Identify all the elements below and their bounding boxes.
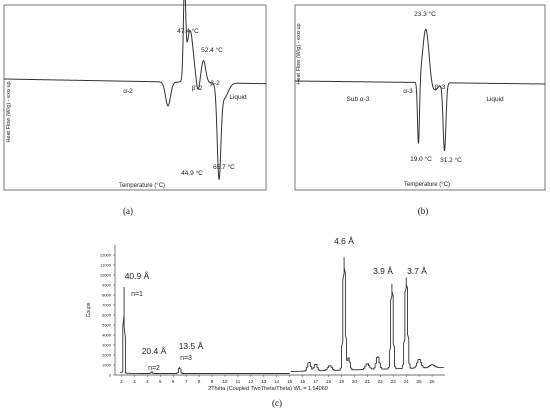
y-tick-label: 2000 [102, 353, 112, 358]
x-tick-label: 23 [391, 379, 397, 384]
panel-c-ylabel: Coups [86, 302, 92, 317]
x-tick-label: 10 [222, 379, 228, 384]
y-tick-label: 11000 [100, 263, 112, 268]
y-tick-label: 1000 [102, 363, 112, 368]
annotation-alpha-2: α-2 [123, 88, 133, 95]
y-tick-label: 12000 [100, 253, 112, 258]
y-tick-label: 10000 [100, 273, 112, 278]
panel-b-ylabel: Heat Flow (W/g) - exo up [296, 23, 302, 84]
y-tick-label: 0 [109, 373, 112, 378]
y-tick-label: 9000 [102, 283, 112, 288]
annotation-beta-prime-2: β'-2 [192, 85, 203, 92]
panel-b-frame [294, 4, 546, 191]
x-tick-label: 8 [198, 379, 201, 384]
panel-b-xlabel: Temperature (°C) [404, 182, 450, 188]
annotation-4-6: 4.6 Å [334, 236, 354, 246]
annotation-n2: n=2 [148, 365, 160, 372]
annotation-44-9: 44.9 °C [181, 169, 203, 177]
panel-a: Heat Flow (W/g) - exo up Temperature (°C… [3, 0, 267, 216]
dsc-curve-a [3, 0, 267, 180]
annotation-beta-2: β-2 [210, 80, 220, 87]
annotation-23-3: 23.3 °C [414, 10, 436, 18]
x-tick-label: 9 [211, 379, 214, 384]
annotation-sub-alpha-3: Sub α-3 [347, 96, 370, 103]
x-tick-label: 19 [339, 379, 345, 384]
panel-label-a: (a) [123, 206, 133, 216]
y-tick-label: 3000 [102, 343, 112, 348]
annotation-20-4: 20.4 Å [142, 346, 167, 356]
y-tick-label: 8000 [102, 293, 112, 298]
annotation-3-9: 3.9 Å [373, 266, 393, 276]
x-tick-label: 24 [404, 379, 410, 384]
x-tick-label: 18 [326, 379, 332, 384]
annotation-alpha-3: α-3 [403, 88, 413, 95]
x-tick-label: 7 [185, 379, 188, 384]
x-tick-label: 11 [236, 379, 241, 384]
annotation-65-7: 65.7 °C [213, 163, 235, 171]
x-tick-label: 13 [261, 379, 267, 384]
panel-a-ylabel: Heat Flow (W/g) - exo up [6, 81, 12, 142]
x-tick-label: 20 [352, 379, 358, 384]
annotation-13-5: 13.5 Å [179, 341, 204, 351]
annotation-40-9: 40.9 Å [125, 271, 150, 281]
annotation-beta-prime-3: β'-3 [435, 84, 446, 91]
annotation-19-0: 19.0 °C [410, 155, 432, 163]
panel-c-ticks: 2 3 4 5 6 7 8 9 10 11 12 13 14 15 16 17 18 19 20 21 22 23 24 25… [100, 253, 435, 385]
panel-c-xlabel: 2Théta (Coupled TwoTheta/Theta) WL = 1.5… [208, 386, 328, 392]
panel-a-frame [3, 4, 267, 191]
x-tick-label: 26 [430, 379, 436, 384]
y-tick-label: 4000 [102, 333, 112, 338]
x-tick-label: 6 [172, 379, 175, 384]
x-tick-label: 5 [159, 379, 162, 384]
xrd-curve-waxs [290, 257, 445, 372]
panel-b: Heat Flow (W/g) - exo up Temperature (°C… [294, 4, 546, 216]
annotation-liquid-b: Liquid [486, 96, 504, 103]
x-tick-label: 22 [378, 379, 384, 384]
annotation-n1: n=1 [131, 291, 143, 298]
y-tick-label: 5000 [102, 323, 112, 328]
panel-label-c: (c) [272, 398, 282, 408]
annotation-47-4: 47.4 °C [177, 27, 199, 35]
x-tick-label: 17 [313, 379, 319, 384]
annotation-liquid-a: Liquid [229, 94, 247, 101]
xrd-curve-saxs [119, 286, 290, 374]
x-tick-label: 15 [287, 379, 293, 384]
y-tick-label: 6000 [102, 313, 112, 318]
annotation-n3: n=3 [180, 355, 192, 362]
annotation-31-2: 31.2 °C [440, 156, 462, 164]
panel-a-xlabel: Temperature (°C) [119, 183, 165, 189]
x-tick-label: 2 [120, 379, 123, 384]
panel-label-b: (b) [418, 206, 429, 216]
x-tick-label: 4 [146, 379, 149, 384]
x-tick-label: 21 [365, 379, 371, 384]
x-tick-label: 3 [133, 379, 136, 384]
annotation-3-7: 3.7 Å [407, 266, 427, 276]
y-tick-label: 7000 [102, 303, 112, 308]
x-tick-label: 14 [274, 379, 280, 384]
panel-c: 2 3 4 5 6 7 8 9 10 11 12 13 14 15 16 17 18 19 20 21 22 23 24 25… [86, 236, 445, 408]
annotation-52-4: 52.4 °C [201, 46, 223, 54]
x-tick-label: 16 [300, 379, 306, 384]
dsc-curve-b [295, 28, 545, 152]
x-tick-label: 12 [248, 379, 254, 384]
x-tick-label: 25 [417, 379, 423, 384]
